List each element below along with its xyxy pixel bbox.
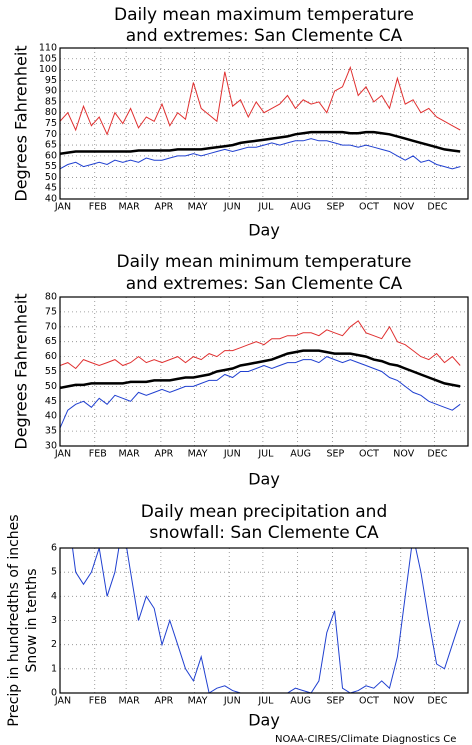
data-line: [60, 320, 461, 370]
x-axis-label: Day: [248, 221, 280, 240]
footer: NOAA-CIRES/Climate Diagnostics Ce: [275, 734, 456, 745]
y-tick-label: 45: [45, 396, 57, 407]
plot-frame: [59, 47, 469, 200]
y-tick-label: 90: [45, 86, 57, 97]
x-tick-label: NOV: [393, 449, 414, 460]
plot-area: [60, 65, 461, 170]
x-tick-label: JAN: [54, 202, 71, 213]
y-tick-label: 50: [45, 172, 57, 183]
data-line: [60, 356, 461, 429]
y-tick-label: 85: [45, 96, 57, 107]
x-tick-label: NOV: [393, 696, 414, 707]
y-tick-label: 5: [51, 567, 57, 578]
y-axis-label: Snow in tenths: [24, 568, 40, 672]
y-tick-label: 60: [45, 351, 57, 362]
chart-title: and extremes: San Clemente CA: [126, 26, 403, 46]
y-tick-label: 4: [51, 591, 57, 602]
plot-area: [60, 320, 461, 429]
x-tick-label: JUL: [257, 696, 274, 707]
x-tick-label: MAY: [188, 202, 208, 213]
x-tick-label: JUN: [223, 696, 241, 707]
chart-title: Daily mean minimum temperature: [117, 252, 412, 272]
y-tick-label: 55: [45, 161, 57, 172]
plot-frame: [59, 296, 469, 447]
x-tick-label: APR: [154, 696, 173, 707]
data-line: [72, 548, 461, 693]
y-tick-label: 110: [39, 43, 57, 54]
x-tick-label: OCT: [359, 202, 379, 213]
data-line: [60, 138, 461, 170]
y-axis-label: Degrees Fahrenheit: [12, 293, 31, 449]
data-line: [60, 65, 461, 136]
x-tick-label: APR: [154, 202, 173, 213]
x-tick-label: SEP: [326, 449, 344, 460]
y-tick-label: 40: [45, 411, 57, 422]
x-tick-label: DEC: [427, 202, 447, 213]
x-tick-label: FEB: [89, 696, 107, 707]
x-tick-label: OCT: [359, 696, 379, 707]
y-tick-label: 55: [45, 366, 57, 377]
y-tick-label: 0: [51, 688, 57, 699]
plot-frame: [59, 547, 469, 694]
y-axis-label: Degrees Fahrenheit: [12, 45, 31, 201]
y-tick-label: 45: [45, 183, 57, 194]
y-tick-label: 60: [45, 150, 57, 161]
chart-title: and extremes: San Clemente CA: [126, 274, 403, 294]
x-tick-label: AUG: [290, 449, 311, 460]
y-tick-label: 105: [39, 53, 57, 64]
x-tick-label: MAR: [118, 202, 140, 213]
x-tick-label: JUN: [223, 449, 241, 460]
y-tick-label: 95: [45, 75, 57, 86]
y-tick-label: 80: [45, 292, 57, 303]
x-tick-label: MAY: [188, 696, 208, 707]
y-tick-label: 65: [45, 336, 57, 347]
y-tick-label: 75: [45, 118, 57, 129]
x-tick-label: NOV: [393, 202, 414, 213]
x-tick-label: MAY: [188, 449, 208, 460]
y-tick-label: 35: [45, 426, 57, 437]
x-tick-label: JAN: [54, 449, 71, 460]
x-tick-label: MAR: [118, 449, 140, 460]
x-tick-label: DEC: [427, 449, 447, 460]
x-tick-label: FEB: [89, 202, 107, 213]
plot-area: [60, 548, 461, 693]
x-tick-label: APR: [154, 449, 173, 460]
x-tick-label: DEC: [427, 696, 447, 707]
y-tick-label: 40: [45, 194, 57, 205]
y-tick-label: 80: [45, 107, 57, 118]
x-tick-label: AUG: [290, 202, 311, 213]
y-tick-label: 3: [51, 615, 57, 626]
x-tick-label: JUL: [257, 202, 274, 213]
chart-title: Daily mean maximum temperature: [114, 5, 414, 25]
x-tick-label: JUN: [223, 202, 241, 213]
chart-title: Daily mean precipitation and: [141, 502, 388, 522]
y-tick-label: 70: [45, 129, 57, 140]
x-tick-label: JUL: [257, 449, 274, 460]
x-tick-label: AUG: [290, 696, 311, 707]
y-tick-label: 6: [51, 543, 57, 554]
chart-title: snowfall: San Clemente CA: [149, 523, 379, 543]
x-tick-label: SEP: [326, 696, 344, 707]
y-axis-label: Precip in hundredths of inches: [6, 514, 22, 726]
x-tick-label: JAN: [54, 696, 71, 707]
x-tick-label: SEP: [326, 202, 344, 213]
x-tick-label: FEB: [89, 449, 107, 460]
y-tick-label: 1: [51, 663, 57, 674]
data-line: [60, 349, 461, 390]
y-tick-label: 50: [45, 381, 57, 392]
y-tick-label: 65: [45, 140, 57, 151]
x-axis-label: Day: [248, 711, 280, 730]
x-tick-label: MAR: [118, 696, 140, 707]
y-tick-label: 75: [45, 306, 57, 317]
y-tick-label: 2: [51, 639, 57, 650]
x-axis-label: Day: [248, 470, 280, 489]
data-line: [60, 130, 461, 155]
y-tick-label: 30: [45, 441, 57, 452]
x-tick-label: OCT: [359, 449, 379, 460]
y-tick-label: 100: [39, 64, 57, 75]
y-tick-label: 70: [45, 321, 57, 332]
